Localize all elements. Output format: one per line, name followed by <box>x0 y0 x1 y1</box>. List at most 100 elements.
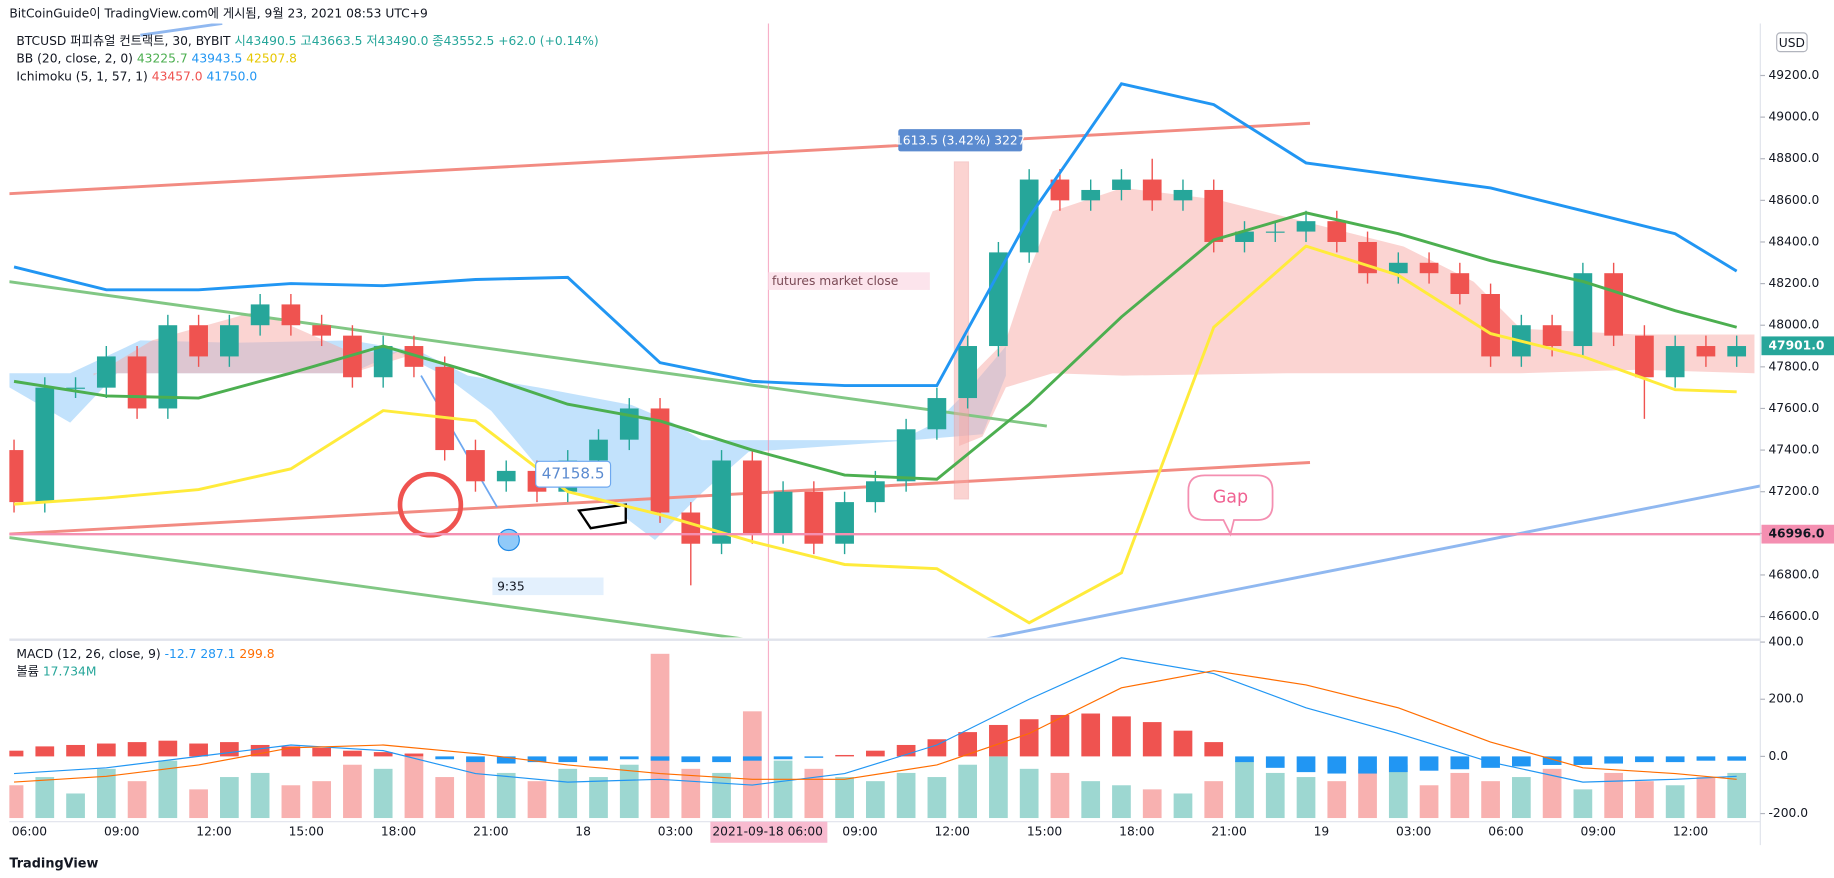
y-tick-label: 49000.0 <box>1769 110 1820 124</box>
volume-bar <box>1358 768 1377 819</box>
candle-body <box>312 325 332 336</box>
volume-bar <box>1265 772 1285 819</box>
y-tick-label: 46800.0 <box>1769 567 1820 581</box>
x-tick-label: 18:00 <box>381 825 416 839</box>
volume-bar <box>35 777 55 819</box>
note: futures market close <box>772 274 898 288</box>
macd-histogram-bar <box>866 750 885 757</box>
price-label: 47901.0 <box>1769 338 1825 352</box>
crosshair-time-box <box>710 821 828 843</box>
legend: Ichimoku (5, 1, 57, 1) 43457.0 41750.0 <box>16 69 257 83</box>
ichimoku-value: 43457.0 <box>152 69 203 83</box>
volume-bar <box>1450 772 1470 819</box>
volume-bar <box>496 772 516 819</box>
volume-bar <box>835 777 854 819</box>
candle-body <box>1635 335 1654 378</box>
macd-histogram-bar <box>1019 719 1039 757</box>
macd-histogram-bar <box>1542 756 1562 765</box>
legend: MACD (12, 26, close, 9) -12.7 287.1 299.… <box>16 646 274 660</box>
macd-histogram-bar <box>1696 756 1716 761</box>
macd-histogram-bar <box>1173 730 1193 757</box>
candle-body <box>1204 189 1224 242</box>
currency: USD <box>1779 36 1805 50</box>
volume-bar <box>527 781 547 819</box>
macd-histogram-bar <box>619 756 639 760</box>
macd-histogram-bar <box>96 743 116 757</box>
candle-body <box>835 502 854 544</box>
candle-body <box>1542 325 1562 347</box>
macd-histogram-bar <box>1450 756 1470 770</box>
legend: BTCUSD 퍼피츄얼 컨트랙트, 30, BYBIT 시43490.5 고43… <box>16 34 598 48</box>
candle-body <box>958 346 978 399</box>
macd-histogram-bar <box>1050 714 1070 757</box>
candle-body <box>1604 273 1623 336</box>
macd-histogram-bar <box>1388 756 1408 773</box>
volume-bar <box>989 756 1008 819</box>
x-tick-label: 12:00 <box>196 825 231 839</box>
candle-body <box>1327 221 1347 242</box>
volume-bar <box>927 777 947 819</box>
macd-histogram-bar <box>958 732 978 757</box>
macd-histogram-bar <box>466 756 485 763</box>
macd-histogram-bar <box>650 756 670 761</box>
macd-histogram-bar <box>1081 713 1101 757</box>
candle-body <box>1696 346 1716 357</box>
volume-bar <box>1665 785 1685 819</box>
macd-histogram-bar <box>742 756 762 761</box>
macd-value: -12.7 <box>165 646 197 660</box>
macd-histogram-bar <box>773 756 793 760</box>
footer: TradingView <box>9 856 98 871</box>
macd-histogram-bar <box>1327 756 1347 774</box>
price-label-box <box>1761 524 1834 544</box>
volume-bar <box>373 768 393 819</box>
volume-bar <box>1481 781 1500 819</box>
volume-bar <box>1235 760 1254 819</box>
x-tick-label: 21:00 <box>1211 825 1246 839</box>
macd-histogram-bar <box>1511 756 1531 767</box>
volume-bar <box>1173 793 1193 819</box>
candle-body <box>250 304 270 326</box>
x-tick-label: 18:00 <box>1119 825 1154 839</box>
volume-bar <box>66 793 85 819</box>
macd-histogram-bar <box>835 754 854 757</box>
candle-body <box>158 325 178 409</box>
candle-body <box>773 491 793 534</box>
volume-bar <box>343 764 362 819</box>
candle-body <box>896 429 916 482</box>
callout: 47158.5 <box>542 465 605 483</box>
x-tick-label: 19 <box>1314 825 1330 839</box>
candle-body <box>1265 231 1285 233</box>
macd-histogram-bar <box>189 743 208 757</box>
volume-bar <box>1296 777 1316 819</box>
macd-histogram-bar <box>558 756 578 763</box>
measure-box <box>898 129 1023 152</box>
y-tick-label: 47400.0 <box>1769 443 1820 457</box>
macd-histogram-bar <box>1665 756 1685 763</box>
time-note: 9:35 <box>497 579 525 593</box>
volume-bar <box>158 760 178 819</box>
candle-body <box>1419 262 1439 274</box>
volume-bar <box>189 789 208 819</box>
price-label: 46996.0 <box>1769 527 1825 541</box>
x-tick-label: 12:00 <box>935 825 970 839</box>
candle-body <box>1081 189 1101 201</box>
volume-bar <box>1081 781 1101 819</box>
volume-bar <box>1696 777 1716 819</box>
macd-histogram-bar <box>1204 742 1224 757</box>
candle-body <box>1573 273 1593 347</box>
callout-box <box>535 460 612 488</box>
macd-histogram-bar <box>281 746 301 757</box>
legend: BB (20, close, 2, 0) 43225.7 43943.5 425… <box>16 51 297 65</box>
trend-line <box>986 484 1761 638</box>
macd-histogram-bar <box>343 750 362 757</box>
y-tick-label: 48800.0 <box>1769 151 1820 165</box>
volume-bar <box>773 760 793 819</box>
candle-body <box>127 356 147 409</box>
hand-icon <box>576 503 627 530</box>
macd-histogram-bar <box>1265 756 1285 768</box>
macd-histogram-bar <box>1296 756 1316 773</box>
x-tick-label: 09:00 <box>1581 825 1616 839</box>
volume-bar <box>281 785 301 819</box>
candle-body <box>589 439 608 461</box>
